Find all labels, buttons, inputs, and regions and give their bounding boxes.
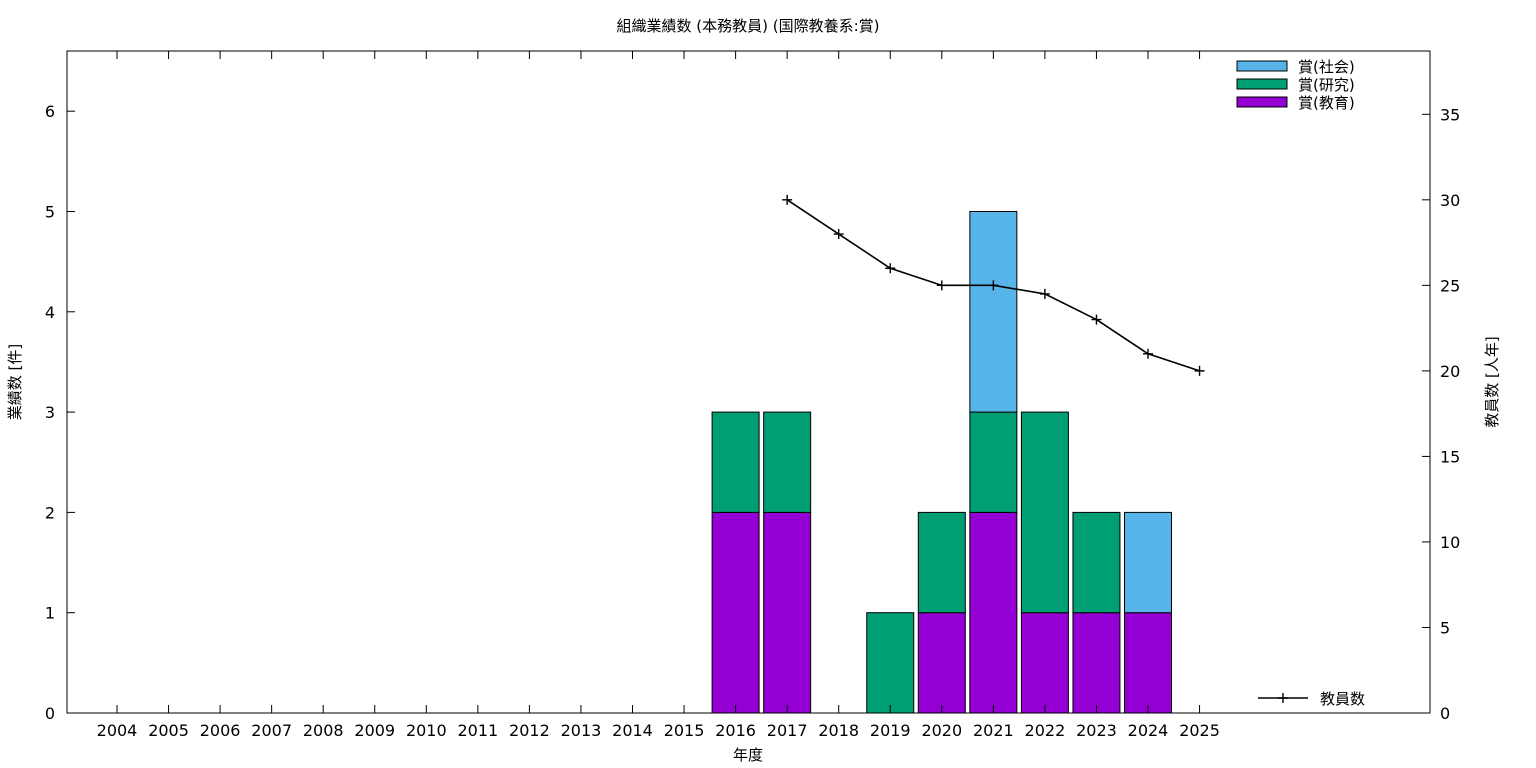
x-tick-label: 2005 <box>148 721 189 740</box>
x-tick-label: 2015 <box>664 721 705 740</box>
line-point <box>1039 288 1050 299</box>
plot-frame <box>66 50 1431 714</box>
y-tick-label: 2 <box>45 503 55 522</box>
legend-swatch <box>1236 78 1288 90</box>
y2-tick-label: 0 <box>1440 704 1450 723</box>
legend-line-label: 教員数 <box>1320 690 1365 708</box>
y2-tick-label: 25 <box>1440 276 1460 295</box>
x-tick-label: 2012 <box>509 721 550 740</box>
x-tick-label: 2010 <box>406 721 447 740</box>
line-point <box>885 263 896 274</box>
legend-label: 賞(研究) <box>1298 76 1355 94</box>
line-point <box>936 280 947 291</box>
bar <box>1124 511 1172 614</box>
x-tick-label: 2025 <box>1179 721 1220 740</box>
bar <box>711 411 760 513</box>
bar <box>763 511 812 714</box>
x-tick-label: 2018 <box>818 721 859 740</box>
x-tick-label: 2007 <box>251 721 292 740</box>
line-point <box>988 280 999 291</box>
x-tick-label: 2013 <box>561 721 602 740</box>
x-tick-label: 2017 <box>767 721 808 740</box>
bar <box>917 511 966 614</box>
x-tick-label: 2004 <box>97 721 138 740</box>
y-tick-label: 0 <box>45 704 55 723</box>
line-point <box>1143 348 1153 359</box>
bar <box>969 511 1018 714</box>
chart-title: 組織業績数 (本務教員) (国際教養系:賞) <box>617 17 880 35</box>
bar <box>1020 612 1069 714</box>
line-point <box>1091 314 1102 325</box>
bar <box>917 612 966 714</box>
legend-label: 賞(社会) <box>1298 58 1355 76</box>
bar <box>711 511 760 714</box>
y-tick-label: 5 <box>45 202 55 221</box>
y-tick-label: 1 <box>45 604 55 623</box>
line-point <box>1194 365 1205 376</box>
legend-line-marker <box>1278 693 1288 703</box>
y2-tick-label: 15 <box>1440 447 1460 466</box>
bar <box>1072 511 1121 614</box>
line-point <box>833 229 844 240</box>
x-tick-label: 2008 <box>303 721 344 740</box>
x-tick-label: 2024 <box>1128 721 1169 740</box>
y-tick-label: 6 <box>45 102 55 121</box>
bar <box>1020 411 1069 614</box>
x-tick-label: 2020 <box>921 721 962 740</box>
x-axis-label: 年度 <box>733 746 763 764</box>
y2-tick-label: 35 <box>1440 105 1460 124</box>
y-axis-label: 業績数 [件] <box>6 344 24 420</box>
line-point <box>782 194 793 205</box>
bar <box>969 210 1018 413</box>
bar <box>763 411 812 513</box>
bar <box>969 411 1018 513</box>
y-tick-label: 3 <box>45 403 55 422</box>
y-tick-label: 4 <box>45 303 55 322</box>
bar <box>1124 612 1172 714</box>
legend: 賞(社会)賞(研究)賞(教育) 教員数 <box>1236 58 1365 708</box>
y2-tick-label: 10 <box>1440 533 1460 552</box>
x-tick-label: 2006 <box>200 721 241 740</box>
y2-axis-label: 教員数 [人年] <box>1483 336 1501 427</box>
x-tick-label: 2016 <box>715 721 756 740</box>
y2-tick-label: 20 <box>1440 362 1460 381</box>
y2-tick-label: 5 <box>1440 618 1450 637</box>
x-tick-label: 2019 <box>870 721 911 740</box>
bar <box>866 612 915 714</box>
x-tick-label: 2009 <box>354 721 395 740</box>
x-tick-label: 2022 <box>1025 721 1066 740</box>
y2-tick-label: 30 <box>1440 191 1460 210</box>
x-tick-label: 2011 <box>457 721 498 740</box>
legend-swatch <box>1236 96 1288 108</box>
legend-label: 賞(教育) <box>1298 94 1355 112</box>
bar <box>1072 612 1121 714</box>
x-tick-label: 2023 <box>1076 721 1117 740</box>
x-tick-label: 2014 <box>612 721 653 740</box>
legend-swatch <box>1236 60 1288 72</box>
x-tick-label: 2021 <box>973 721 1014 740</box>
